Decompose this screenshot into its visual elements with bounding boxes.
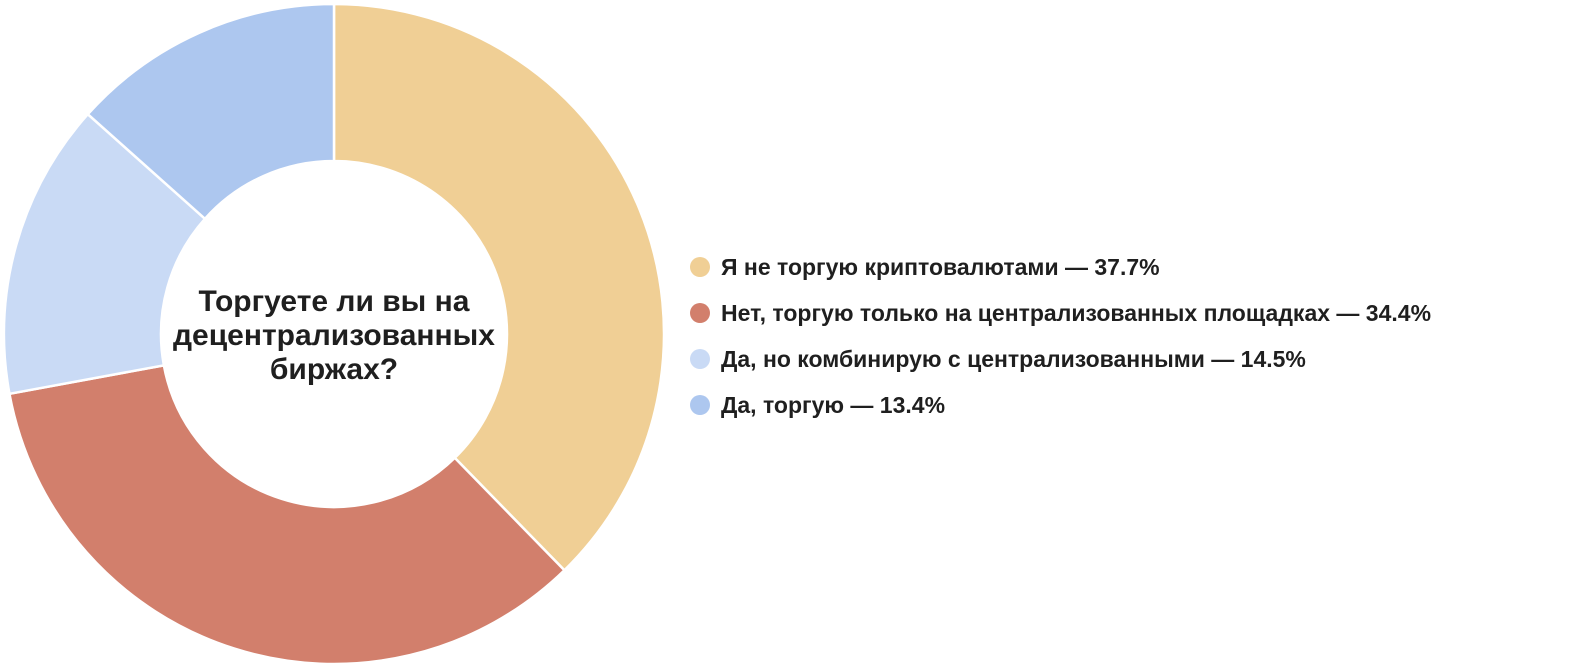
legend-dot-icon xyxy=(690,303,710,323)
donut-slice-3 xyxy=(2,112,207,396)
legend-item-4: Да, торгую — 13.4% xyxy=(690,382,1431,428)
chart-title: Торгуете ли вы на децентрализованных бир… xyxy=(173,285,495,386)
legend-label: Я не торгую криптовалютами — 37.7% xyxy=(721,253,1160,280)
legend-item-3: Да, но комбинирую с централизованными — … xyxy=(690,336,1431,382)
legend-label: Нет, торгую только на централизованных п… xyxy=(721,299,1432,326)
legend-label: Да, торгую — 13.4% xyxy=(721,391,946,418)
donut-slice-4 xyxy=(86,2,336,221)
legend-dot-icon xyxy=(690,395,710,415)
donut-chart xyxy=(2,2,666,666)
chart-legend: Я не торгую криптовалютами — 37.7% Нет, т… xyxy=(690,244,1431,428)
legend-dot-icon xyxy=(690,257,710,277)
donut-slice-1 xyxy=(332,2,666,573)
legend-label: Да, но комбинирую с централизованными — … xyxy=(721,345,1306,372)
legend-dot-icon xyxy=(690,349,710,369)
legend-item-2: Нет, торгую только на централизованных п… xyxy=(690,290,1431,336)
legend-item-1: Я не торгую криптовалютами — 37.7% xyxy=(690,244,1431,290)
donut-slice-2 xyxy=(8,363,567,666)
